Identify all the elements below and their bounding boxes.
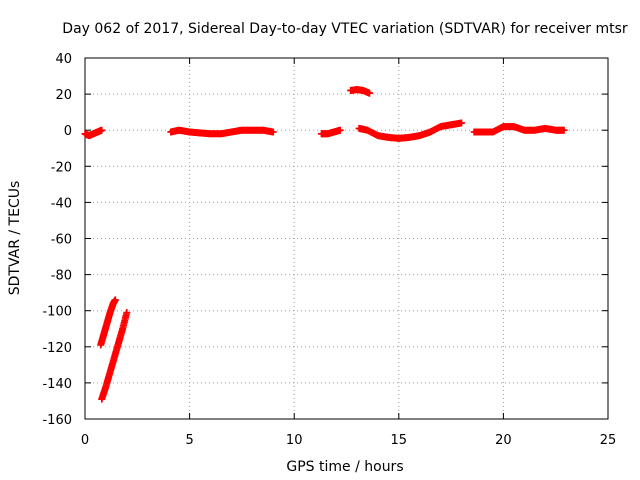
x-tick-label: 20 [495, 433, 512, 448]
y-tick-label: -100 [42, 305, 72, 320]
y-tick-label: -20 [51, 160, 72, 175]
y-tick-label: -120 [42, 341, 72, 356]
data-point [123, 309, 131, 317]
x-tick-label: 5 [185, 433, 193, 448]
series-steep-arc-a [97, 296, 119, 349]
y-tick-label: -140 [42, 377, 72, 392]
series-start-cluster [81, 126, 106, 140]
y-tick-label: 40 [55, 52, 72, 67]
y-tick-label: -80 [51, 269, 72, 284]
y-axis-label: SDTVAR / TECUs [7, 181, 23, 296]
x-tick-label: 25 [600, 433, 617, 448]
data-point [560, 126, 568, 134]
data-point [366, 89, 374, 97]
x-tick-label: 15 [391, 433, 408, 448]
y-tick-label: 20 [55, 88, 72, 103]
axis-ticks: 0 5 10 15 20 25 40 20 0 -20 -40 -60 -80 -100 -120 -140 -… [42, 52, 616, 448]
series-arc-13-18h [355, 119, 466, 142]
series-arc-4-9h [167, 126, 277, 138]
y-tick-label: -160 [42, 413, 72, 428]
data-point [269, 128, 277, 136]
grid-lines [85, 58, 608, 419]
x-tick-label: 0 [81, 433, 89, 448]
x-tick-label: 10 [286, 433, 303, 448]
data-point [98, 126, 106, 134]
series-arc-13h [347, 86, 374, 97]
data-point [336, 126, 344, 134]
y-tick-label: -40 [51, 196, 72, 211]
y-tick-label: 0 [64, 124, 72, 139]
series-steep-arc-b [98, 309, 131, 403]
x-axis-label: GPS time / hours [286, 459, 403, 475]
y-tick-label: -60 [51, 233, 72, 248]
data-point [458, 119, 466, 127]
data-point [111, 296, 119, 304]
series-arc-11-12h [317, 126, 344, 138]
chart-title: Day 062 of 2017, Sidereal Day-to-day VTE… [62, 21, 628, 37]
series-arc-18-23h [470, 123, 568, 136]
data-points [81, 86, 568, 403]
